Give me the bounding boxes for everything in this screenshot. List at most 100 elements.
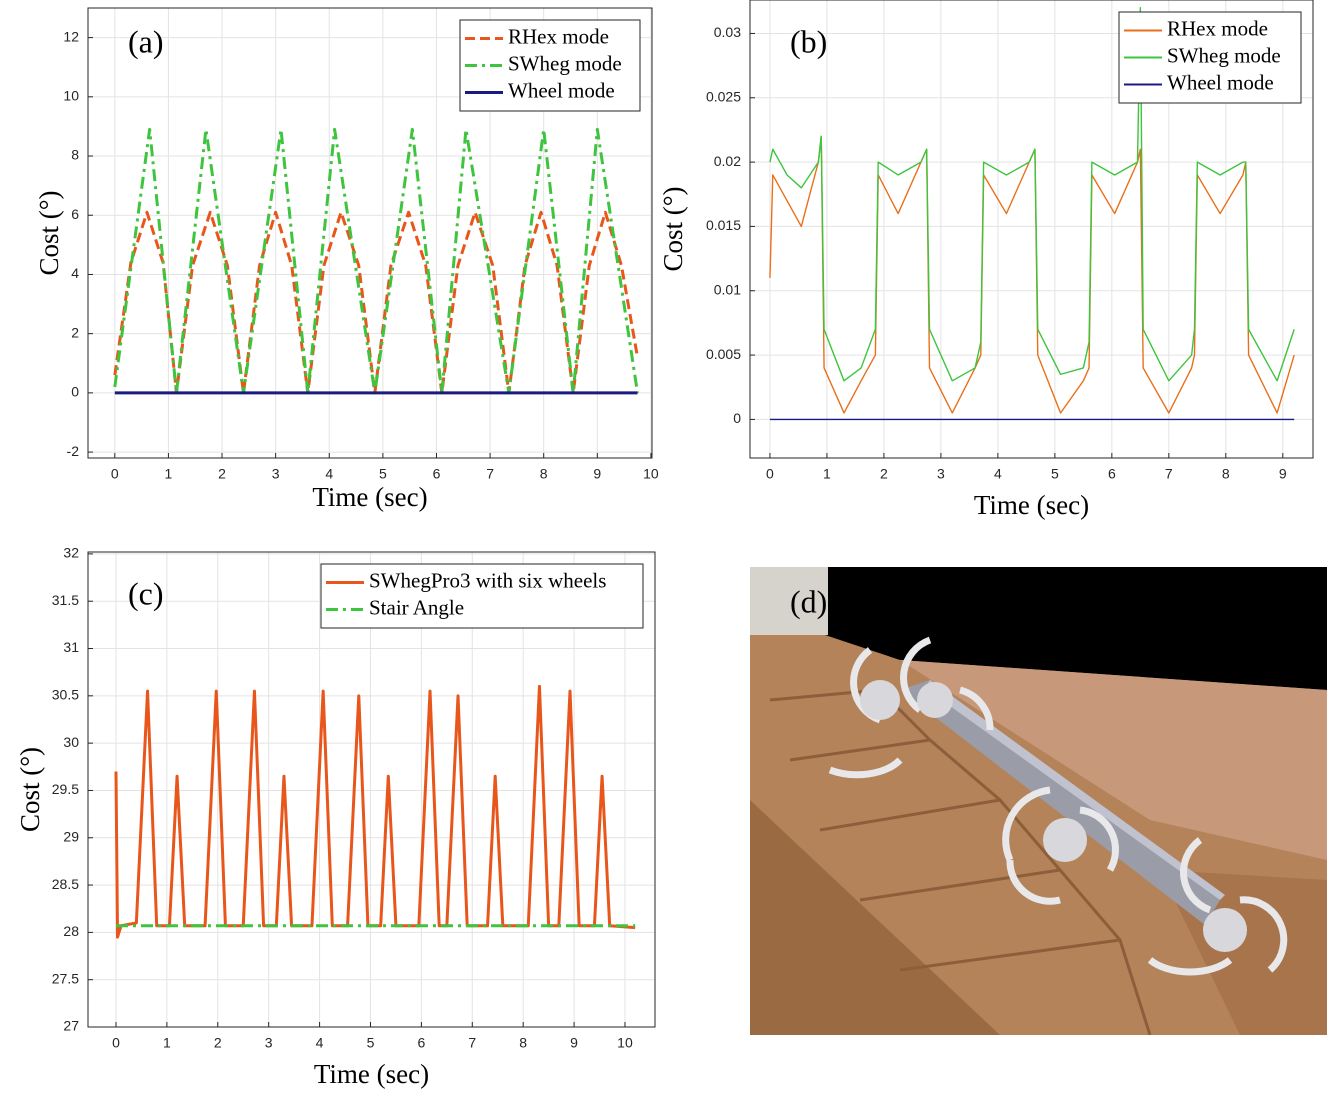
x-tick-label: 1 (165, 466, 173, 482)
panel-label: (c) (128, 575, 164, 611)
x-tick-label: 4 (316, 1035, 324, 1051)
plot-area (88, 552, 655, 1027)
y-tick-label: 8 (71, 147, 79, 163)
x-tick-label: 6 (1108, 466, 1116, 482)
y-tick-label: 12 (63, 28, 79, 44)
x-tick-label: 5 (367, 1035, 375, 1051)
x-tick-label: 6 (433, 466, 441, 482)
y-tick-label: 0 (71, 384, 79, 400)
y-tick-label: 29 (63, 828, 79, 844)
legend: RHex mode SWheg mode Wheel mode (459, 19, 641, 112)
x-tick-label: 9 (1279, 466, 1287, 482)
x-tick-label: 2 (218, 466, 226, 482)
chart: 0 1 2 3 4 5 6 7 8 9 0 0.005 0.01 0.015 0.02 0.025 0.03 RH… (658, 0, 1314, 520)
x-tick-label: 0 (111, 466, 119, 482)
series-line (114, 684, 636, 939)
x-tick-label: 3 (265, 1035, 273, 1051)
x-tick-label: 9 (570, 1035, 578, 1051)
y-tick-label: 31.5 (52, 592, 79, 608)
x-tick-label: 1 (823, 466, 831, 482)
series-group (113, 127, 640, 395)
wheg-legs (828, 636, 1288, 976)
y-tick-label: 0.015 (706, 217, 741, 233)
stair-edges (769, 688, 1152, 1035)
y-tick-label: 6 (71, 206, 79, 222)
y-tick-label: 30 (63, 734, 79, 750)
y-tick-label: 29.5 (52, 781, 79, 797)
legend-label: SWheg mode (1167, 43, 1281, 67)
series-group (769, 7, 1295, 421)
wheg-hubs (860, 680, 1247, 952)
y-axis-label: Cost (°) (658, 186, 688, 271)
legend-label: Wheel mode (1167, 70, 1274, 94)
legend: SWhegPro3 with six wheels Stair Angle (320, 563, 644, 629)
y-axis-label: Cost (°) (34, 190, 64, 275)
x-tick-label: 7 (468, 1035, 476, 1051)
panel-label: (b) (790, 23, 827, 59)
x-tick-label: 8 (540, 466, 548, 482)
x-tick-label: 2 (214, 1035, 222, 1051)
x-tick-label: 4 (325, 466, 333, 482)
y-tick-label: 2 (71, 324, 79, 340)
y-tick-label: 28.5 (52, 876, 79, 892)
robot-render (750, 567, 1327, 1035)
x-tick-label: 3 (272, 466, 280, 482)
y-tick-label: 0 (733, 410, 741, 426)
x-axis-label: Time (sec) (974, 490, 1089, 520)
y-tick-label: 0.02 (714, 153, 741, 169)
legend-label: Stair Angle (369, 595, 464, 619)
x-tick-label: 6 (417, 1035, 425, 1051)
robot-body (900, 680, 1220, 925)
panel-label: (a) (128, 23, 164, 59)
y-axis-label: Cost (°) (15, 747, 45, 832)
legend-label: SWhegPro3 with six wheels (369, 568, 606, 592)
series-group (114, 684, 636, 939)
legend-label: SWheg mode (508, 51, 622, 75)
x-tick-label: 0 (766, 466, 774, 482)
x-tick-label: 7 (1165, 466, 1173, 482)
legend-label: RHex mode (1167, 16, 1268, 40)
y-tick-label: 27.5 (52, 970, 79, 986)
y-tick-label: 32 (63, 545, 79, 561)
legend-box (320, 563, 644, 629)
x-axis-label: Time (sec) (312, 482, 427, 512)
panel-label: (d) (790, 583, 827, 619)
y-tick-label: 28 (63, 923, 79, 939)
landing (900, 660, 1327, 860)
axes-frame (87, 551, 656, 1028)
x-tick-label: 7 (486, 466, 494, 482)
x-tick-label: 0 (112, 1035, 120, 1051)
x-tick-label: 5 (1051, 466, 1059, 482)
y-tick-label: -2 (67, 443, 80, 459)
y-tick-label: 31 (63, 639, 79, 655)
x-tick-label: 2 (880, 466, 888, 482)
x-axis-label: Time (sec) (314, 1059, 429, 1089)
y-tick-label: 30.5 (52, 687, 79, 703)
x-tick-label: 1 (163, 1035, 171, 1051)
y-tick-label: 4 (71, 265, 79, 281)
x-tick-label: 3 (937, 466, 945, 482)
axes-frame (749, 0, 1314, 459)
side-wall (750, 800, 1000, 1035)
legend-label: Wheel mode (508, 78, 615, 102)
corner-patch (750, 567, 828, 635)
axes-frame (87, 7, 653, 459)
y-tick-label: 0.01 (714, 281, 741, 297)
y-tick-label: 10 (63, 88, 79, 104)
x-tick-label: 4 (994, 466, 1002, 482)
y-tick-label: 27 (63, 1018, 79, 1034)
legend-label: RHex mode (508, 24, 609, 48)
x-tick-label: 8 (1222, 466, 1230, 482)
x-tick-label: 5 (379, 466, 387, 482)
y-tick-label: 0.025 (706, 88, 741, 104)
y-tick-label: 0.03 (714, 24, 741, 40)
x-tick-label: 10 (643, 466, 659, 482)
x-tick-label: 8 (519, 1035, 527, 1051)
y-tick-label: 0.005 (706, 346, 741, 362)
x-tick-label: 10 (617, 1035, 633, 1051)
series-line (769, 7, 1295, 382)
legend: RHex mode SWheg mode Wheel mode (1118, 11, 1302, 104)
